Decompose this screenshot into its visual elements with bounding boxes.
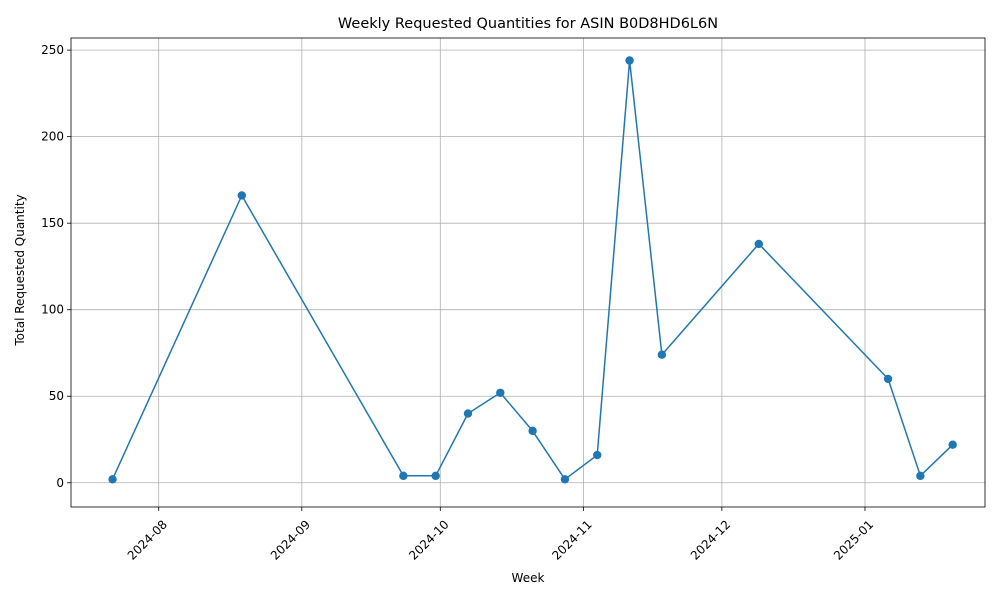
plot-frame (70, 37, 986, 508)
y-tick-label: 200 (41, 130, 64, 144)
data-point (657, 350, 667, 359)
data-point (496, 388, 505, 397)
data-point (108, 475, 117, 484)
data-point (593, 450, 602, 460)
data-point (560, 475, 570, 484)
data-point (948, 440, 957, 449)
data-point (625, 56, 634, 65)
series-layer (108, 56, 957, 484)
grid (71, 38, 985, 507)
y-tick-label: 50 (49, 389, 64, 403)
data-point (528, 426, 537, 436)
data-point (463, 409, 473, 418)
y-axis-label: Total Requested Quantity (13, 194, 27, 346)
y-tick-label: 150 (41, 216, 64, 230)
data-point (916, 471, 925, 481)
x-axis-label: Week (512, 571, 545, 585)
y-tick-label: 100 (41, 303, 64, 317)
data-point (431, 471, 440, 481)
chart-title: Weekly Requested Quantities for ASIN B0D… (338, 16, 718, 32)
data-point (883, 374, 893, 384)
data-point (237, 191, 246, 200)
data-point (754, 239, 764, 249)
y-axis: 0 50 100 150 200 250 (41, 43, 71, 490)
y-tick-label: 0 (56, 476, 64, 490)
data-point (399, 471, 408, 481)
y-tick-label: 250 (41, 43, 64, 57)
